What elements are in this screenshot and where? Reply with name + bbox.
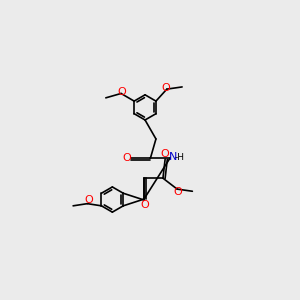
- Text: O: O: [84, 195, 93, 205]
- Text: O: O: [118, 88, 126, 98]
- Text: O: O: [161, 83, 170, 93]
- Text: -H: -H: [175, 153, 185, 162]
- Text: O: O: [141, 200, 149, 210]
- Text: O: O: [161, 149, 170, 159]
- Text: N: N: [169, 152, 177, 162]
- Text: O: O: [174, 187, 182, 197]
- Text: O: O: [122, 153, 131, 163]
